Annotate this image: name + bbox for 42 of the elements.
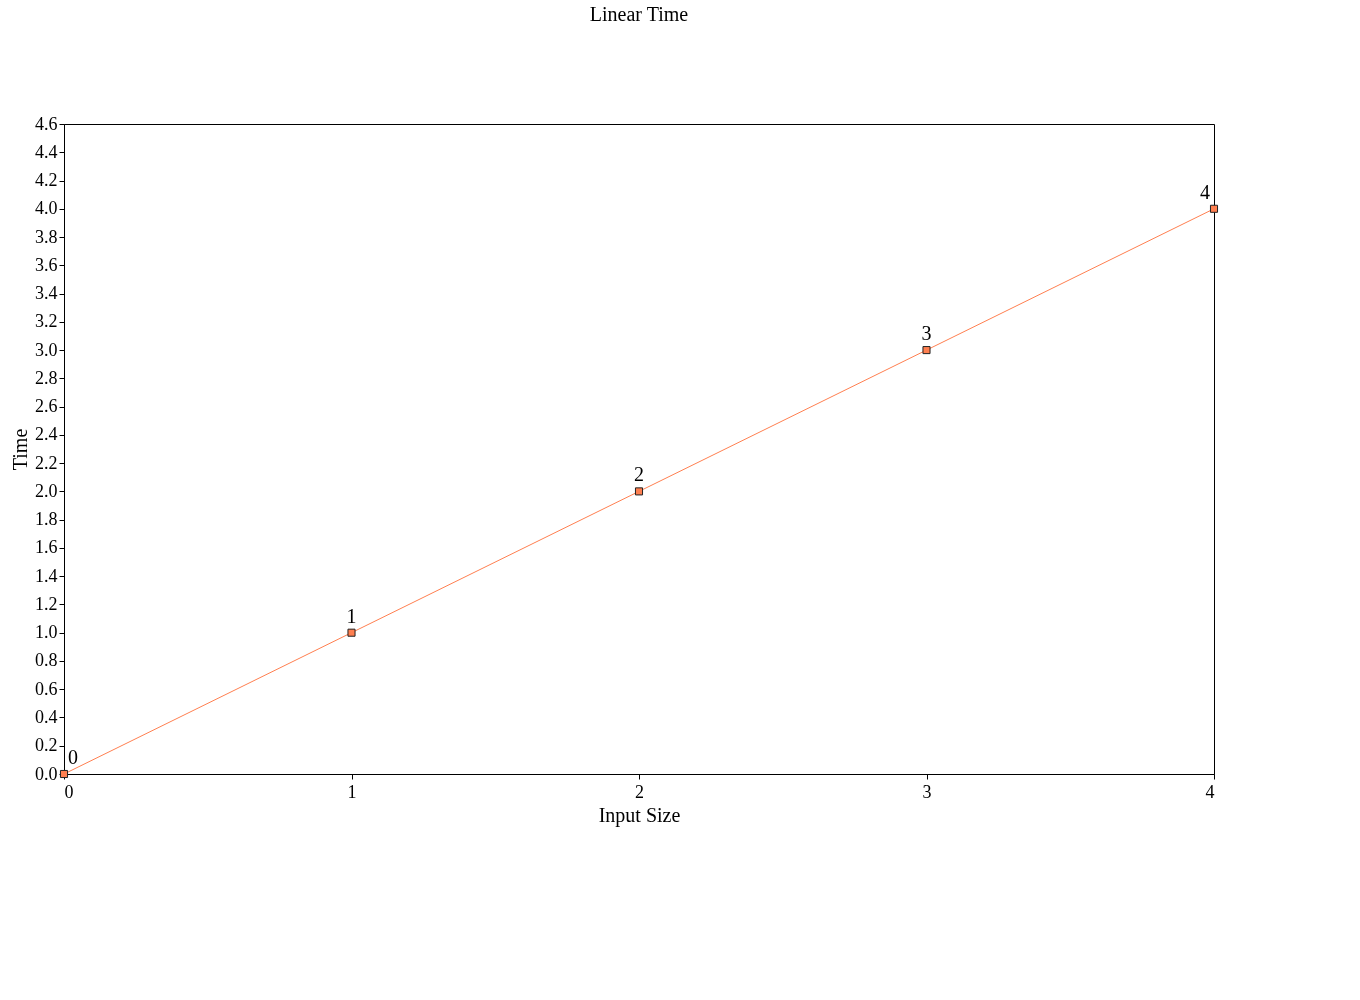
x-axis-title: Input Size xyxy=(598,803,681,827)
y-tick-label: 2.0 xyxy=(35,480,58,501)
y-tick-label: 1.0 xyxy=(35,622,58,643)
y-tick-label: 3.6 xyxy=(35,254,58,275)
y-tick-label: 0.8 xyxy=(35,650,58,671)
y-tick-label: 2.2 xyxy=(35,452,58,473)
point xyxy=(59,769,69,779)
x-tick-label: 3 xyxy=(922,781,932,802)
y-axis-title: Time xyxy=(9,428,31,471)
chart-title: Linear Time xyxy=(589,3,689,25)
y-tick-label: 4.4 xyxy=(35,141,58,162)
point xyxy=(634,487,644,496)
y-tick-label: 0.4 xyxy=(35,706,58,727)
x-tick-label: 0 xyxy=(64,781,74,802)
y-tick-label: 3.4 xyxy=(35,283,58,304)
y-tick-label: 2.8 xyxy=(35,367,58,388)
point xyxy=(347,628,356,637)
y-tick-label: 1.4 xyxy=(35,565,58,586)
y-tick-label: 0.2 xyxy=(35,735,58,756)
y-tick-label: 3.8 xyxy=(35,226,58,247)
y-tick-label: 1.6 xyxy=(35,537,58,558)
y-tick-label: 4.6 xyxy=(35,113,58,134)
y-tick-label: 0.6 xyxy=(35,678,58,699)
point xyxy=(922,346,931,355)
x-tick-label: 2 xyxy=(635,781,644,802)
y-tick-label: 3.0 xyxy=(35,339,58,360)
data-label: 4 xyxy=(1200,180,1210,203)
y-tick-label: 1.2 xyxy=(35,593,58,614)
data-label: 1 xyxy=(346,604,357,627)
y-tick-label: 1.8 xyxy=(35,509,58,530)
y-tick-label: 2.6 xyxy=(35,396,58,417)
data-label: 3 xyxy=(921,322,932,345)
y-tick-label: 4.2 xyxy=(35,170,58,191)
x-tick-label: 4 xyxy=(1205,781,1215,802)
data-label: 2 xyxy=(634,463,644,486)
data-label: 0 xyxy=(68,746,78,768)
point xyxy=(1209,204,1219,213)
x-tick-label: 1 xyxy=(347,781,357,802)
y-tick-label: 2.4 xyxy=(35,424,58,445)
y-tick-label: 0.0 xyxy=(35,763,58,784)
y-tick-label: 4.0 xyxy=(35,198,58,219)
y-tick-label: 3.2 xyxy=(35,311,58,332)
